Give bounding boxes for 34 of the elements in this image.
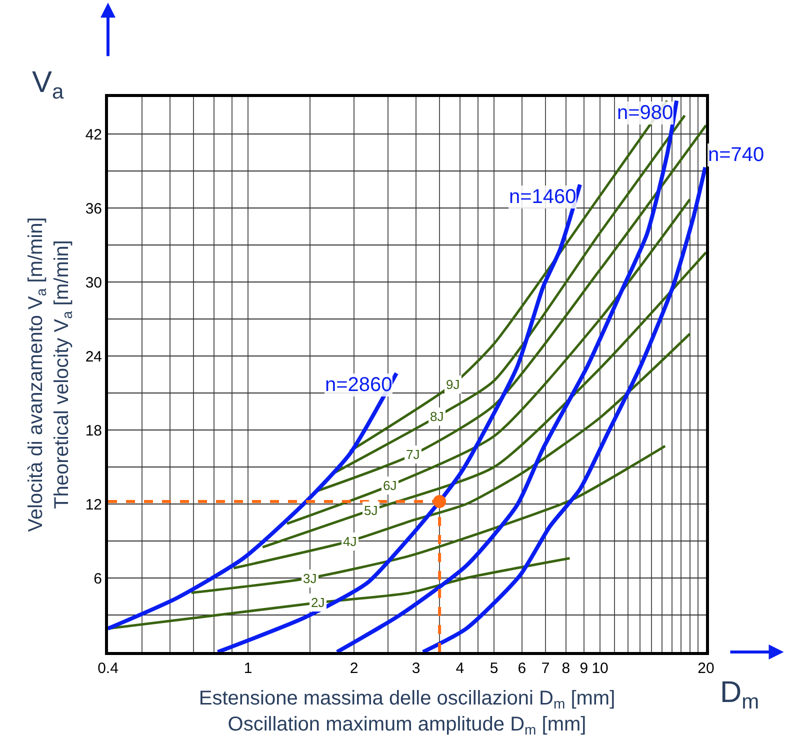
text: Estensione massima delle oscillazioni D$_{m}$ [mm] Oscillation maximum amplitude D$_{m}$ [mm] <box>198 688 616 738</box>
series-label: 9J <box>446 377 460 392</box>
series-label: 8J <box>430 409 444 424</box>
x-tick-label: 8 <box>562 660 570 677</box>
x-tick-label: 1 <box>244 660 252 677</box>
x-tick-label: 20 <box>698 660 714 677</box>
x-tick-label: 4 <box>456 660 464 677</box>
x-tick-label: 7 <box>541 660 550 677</box>
x-tick-label: 2 <box>350 660 358 677</box>
x-tick-label: 10 <box>592 660 608 677</box>
y-tick-label: 24 <box>85 348 102 366</box>
y-tick-label: 18 <box>85 422 102 440</box>
y-tick-label: 12 <box>85 496 102 514</box>
text: D$_{m}$ <box>720 676 760 714</box>
x-tick-label: 6 <box>518 660 526 677</box>
y-tick-label: 30 <box>85 274 102 292</box>
series-label: 6J <box>383 478 397 493</box>
series-label: 7J <box>406 447 420 462</box>
series-label: n=980 <box>617 102 674 124</box>
series-label: 4J <box>343 534 357 549</box>
y-tick-label: 36 <box>85 200 102 218</box>
series-label: 3J <box>303 571 317 586</box>
series-label: n=1460 <box>509 186 576 208</box>
x-tick-label: 5 <box>490 660 498 677</box>
text: V$_{a}$ <box>32 66 64 104</box>
series-label: 2J <box>311 595 325 610</box>
x-tick-label: 3 <box>412 660 420 677</box>
y-tick-label: 6 <box>94 570 102 588</box>
y-tick-label: 42 <box>85 126 102 144</box>
x-tick-label: 9 <box>580 660 588 677</box>
series-label: n=2860 <box>325 374 392 396</box>
x-tick-label: 0.4 <box>98 660 118 677</box>
series-label: 5J <box>364 503 378 518</box>
series-label: n=740 <box>708 144 764 166</box>
